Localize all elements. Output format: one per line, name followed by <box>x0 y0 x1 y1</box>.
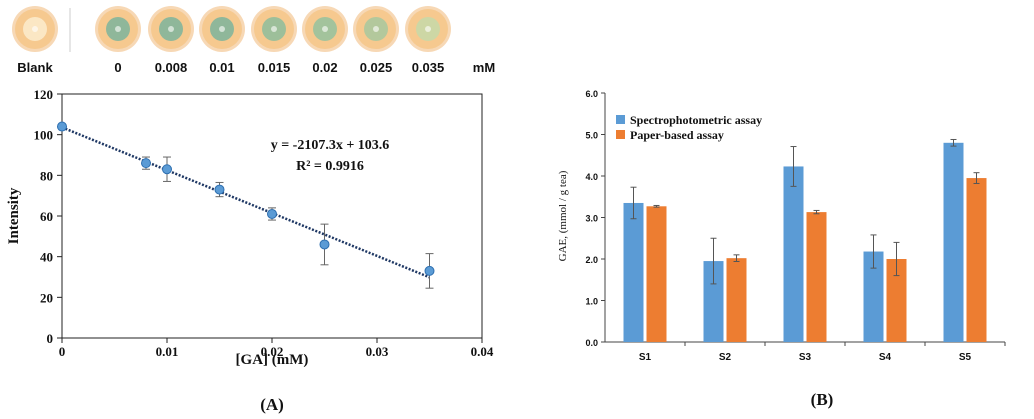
panel-a-data-point <box>319 239 330 250</box>
strip-concentration-label: 0.02 <box>312 60 337 75</box>
panel-a-y-tick-label: 40 <box>40 250 53 265</box>
panel-b-y-tick-label: 0.0 <box>585 338 598 348</box>
panel-b-label: (B) <box>811 390 834 409</box>
strip-concentration-label: 0.01 <box>209 60 234 75</box>
panel-a-y-tick-label: 20 <box>40 290 53 305</box>
panel-a-y-tick-label: 120 <box>34 87 54 102</box>
panel-b-legend-swatch <box>616 130 625 139</box>
panel-b-y-tick-label: 3.0 <box>585 214 598 224</box>
spot-highlight <box>425 26 431 32</box>
spot-highlight <box>219 26 225 32</box>
panel-a-x-tick-label: 0.03 <box>366 344 389 359</box>
panel-b-category-label: S3 <box>799 352 812 363</box>
panel-a-data-point <box>267 208 277 219</box>
panel-a-y-tick-label: 60 <box>40 209 53 224</box>
panel-b-bar-paper-based <box>966 178 987 342</box>
panel-b-bar-spectrophotometric <box>703 261 724 342</box>
spot-highlight <box>271 26 277 32</box>
panel-a-label: (A) <box>260 395 284 414</box>
panel-a-x-tick-label: 0.01 <box>156 344 179 359</box>
panel-b-bar-paper-based <box>646 206 667 342</box>
strip-concentration-label: 0.025 <box>360 60 393 75</box>
panel-a-equation: y = -2107.3x + 103.6 <box>271 138 390 153</box>
spot-highlight <box>322 26 328 32</box>
panel-b-category-label: S5 <box>959 352 972 363</box>
spot-highlight <box>115 26 121 32</box>
panel-b-category-label: S4 <box>879 352 892 363</box>
panel-b-bar-paper-based <box>806 212 827 342</box>
panel-a-x-tick-label: 0 <box>59 344 66 359</box>
panel-a-y-axis-label: Intensity <box>6 187 22 244</box>
panel-b-legend-swatch <box>616 115 625 124</box>
strip-concentration-label: 0.008 <box>155 60 188 75</box>
panel-a-trendline <box>61 126 430 279</box>
strip-concentration-label: 0.015 <box>258 60 291 75</box>
panel-b-legend-label: Paper-based assay <box>630 128 724 142</box>
panel-b-bar-chart: 0.0 1.0 2.0 3.0 4.0 5.0 6.0 S1 S2 S3 S4 S5 Spectrop… <box>557 89 1006 409</box>
panel-b-y-tick-label: 4.0 <box>585 172 598 182</box>
panel-a-data-point <box>424 265 435 276</box>
panel-b-bar-spectrophotometric <box>943 142 964 342</box>
panel-b-y-tick-label: 2.0 <box>585 255 598 265</box>
panel-b-y-tick-label: 5.0 <box>585 131 598 141</box>
panel-a-r-squared: R² = 0.9916 <box>296 159 364 174</box>
spot-highlight <box>168 26 174 32</box>
panel-a-y-tick-label: 0 <box>47 331 54 346</box>
panel-b-y-tick-label: 1.0 <box>585 297 598 307</box>
spot-highlight <box>32 26 38 32</box>
panel-b-bar-spectrophotometric <box>783 166 804 342</box>
strip-concentration-label: 0 <box>114 60 121 75</box>
panel-a-y-tick-label: 100 <box>34 128 54 143</box>
strip-concentration-label: Blank <box>17 60 53 75</box>
panel-b-bar-paper-based <box>726 258 747 342</box>
panel-b-category-label: S2 <box>719 352 732 363</box>
strip-concentration-label: 0.035 <box>412 60 445 75</box>
panel-b-legend-label: Spectrophotometric assay <box>630 113 762 127</box>
panel-b-bar-spectrophotometric <box>863 251 884 342</box>
spot-highlight <box>373 26 379 32</box>
strip-unit-label: mM <box>473 60 495 75</box>
panel-a-x-tick-label: 0.02 <box>261 344 284 359</box>
panel-a-scatter-chart: 0 20 40 60 80 100 120 0 0.01 0.02 0.03 0.04 y = -21… <box>6 87 494 414</box>
panel-a-x-axis-label: [GA] (mM) <box>236 352 309 368</box>
panel-a-data-point <box>214 184 225 195</box>
panel-b-y-tick-label: 6.0 <box>585 89 598 99</box>
panel-a-data-point <box>141 158 151 169</box>
panel-a-x-tick-label: 0.04 <box>471 344 494 359</box>
panel-a-y-tick-label: 80 <box>40 168 53 183</box>
paper-spot-strip: Blank 0 0.008 0.01 0.015 0.02 0.025 0.035 mM <box>12 6 495 75</box>
panel-b-y-axis-label: GAE, (mmol / g tea) <box>557 170 569 261</box>
panel-a-data-point <box>162 164 172 175</box>
panel-b-bar-paper-based <box>886 259 907 342</box>
panel-b-category-label: S1 <box>639 352 652 363</box>
panel-a-data-point <box>57 121 67 132</box>
panel-b-bar-spectrophotometric <box>623 202 644 342</box>
